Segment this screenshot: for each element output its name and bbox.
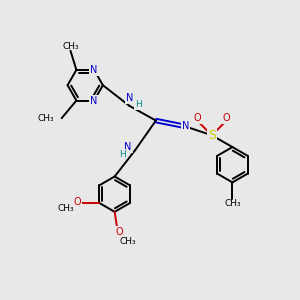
Text: H: H — [119, 150, 125, 159]
Text: N: N — [90, 65, 98, 75]
Text: N: N — [90, 95, 98, 106]
Text: N: N — [124, 142, 132, 152]
Text: O: O — [74, 196, 81, 206]
Text: CH₃: CH₃ — [224, 200, 241, 208]
Text: N: N — [182, 122, 189, 131]
Text: N: N — [126, 94, 133, 103]
Text: CH₃: CH₃ — [57, 204, 74, 213]
Text: O: O — [223, 112, 230, 123]
Text: CH₃: CH₃ — [38, 114, 54, 123]
Text: O: O — [115, 227, 123, 237]
Text: S: S — [208, 129, 216, 142]
Text: H: H — [135, 100, 142, 109]
Text: CH₃: CH₃ — [120, 237, 136, 246]
Text: CH₃: CH₃ — [62, 42, 79, 51]
Text: O: O — [193, 112, 201, 123]
